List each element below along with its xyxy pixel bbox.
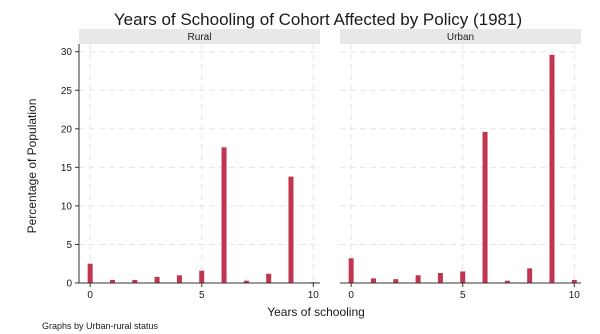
y-tick-label: 0 (66, 279, 72, 290)
bar (154, 276, 160, 283)
x-tick-label: 5 (199, 290, 205, 301)
bar (370, 278, 376, 283)
y-tick-label: 25 (61, 86, 73, 97)
bar (132, 279, 138, 283)
bar (571, 279, 577, 283)
x-tick-label: 10 (569, 290, 581, 301)
bar (393, 279, 399, 283)
panel-rural: Rural 0 5 10 0 5 10 15 20 25 30 (61, 29, 320, 301)
y-tick-label: 5 (66, 240, 72, 251)
y-tick-label: 10 (61, 201, 73, 212)
panel-header (340, 29, 581, 44)
bar (549, 54, 555, 283)
bar (504, 280, 510, 283)
y-axis-label: Percentage of Population (25, 99, 39, 234)
bar (482, 131, 488, 283)
bar (176, 275, 182, 283)
bar (109, 279, 115, 283)
bar (288, 176, 294, 283)
chart-note: Graphs by Urban-rural status (42, 321, 159, 331)
bar (266, 273, 272, 283)
y-tick-label: 15 (61, 163, 73, 174)
panel-urban: Urban 0 5 10 (340, 29, 581, 301)
bar (221, 147, 227, 283)
y-tick-label: 30 (61, 47, 73, 58)
bar (415, 275, 421, 283)
bar (87, 263, 93, 283)
x-tick-label: 5 (460, 290, 466, 301)
x-axis-label: Years of schooling (267, 305, 365, 319)
bar (527, 268, 533, 283)
bar (243, 280, 249, 283)
x-tick-label: 0 (87, 290, 93, 301)
panels: Rural 0 5 10 0 5 10 15 20 25 30 Urban 0 5 10 (61, 29, 581, 301)
bar (348, 258, 354, 283)
x-tick-label: 10 (308, 290, 320, 301)
bar (199, 270, 205, 283)
y-tick-label: 20 (61, 124, 73, 135)
bar (460, 271, 466, 283)
bar (437, 272, 443, 283)
panel-title: Rural (188, 32, 212, 43)
x-tick-label: 0 (348, 290, 354, 301)
chart-title: Years of Schooling of Cohort Affected by… (114, 10, 522, 29)
panel-header (79, 29, 320, 44)
panel-title: Urban (447, 32, 474, 43)
